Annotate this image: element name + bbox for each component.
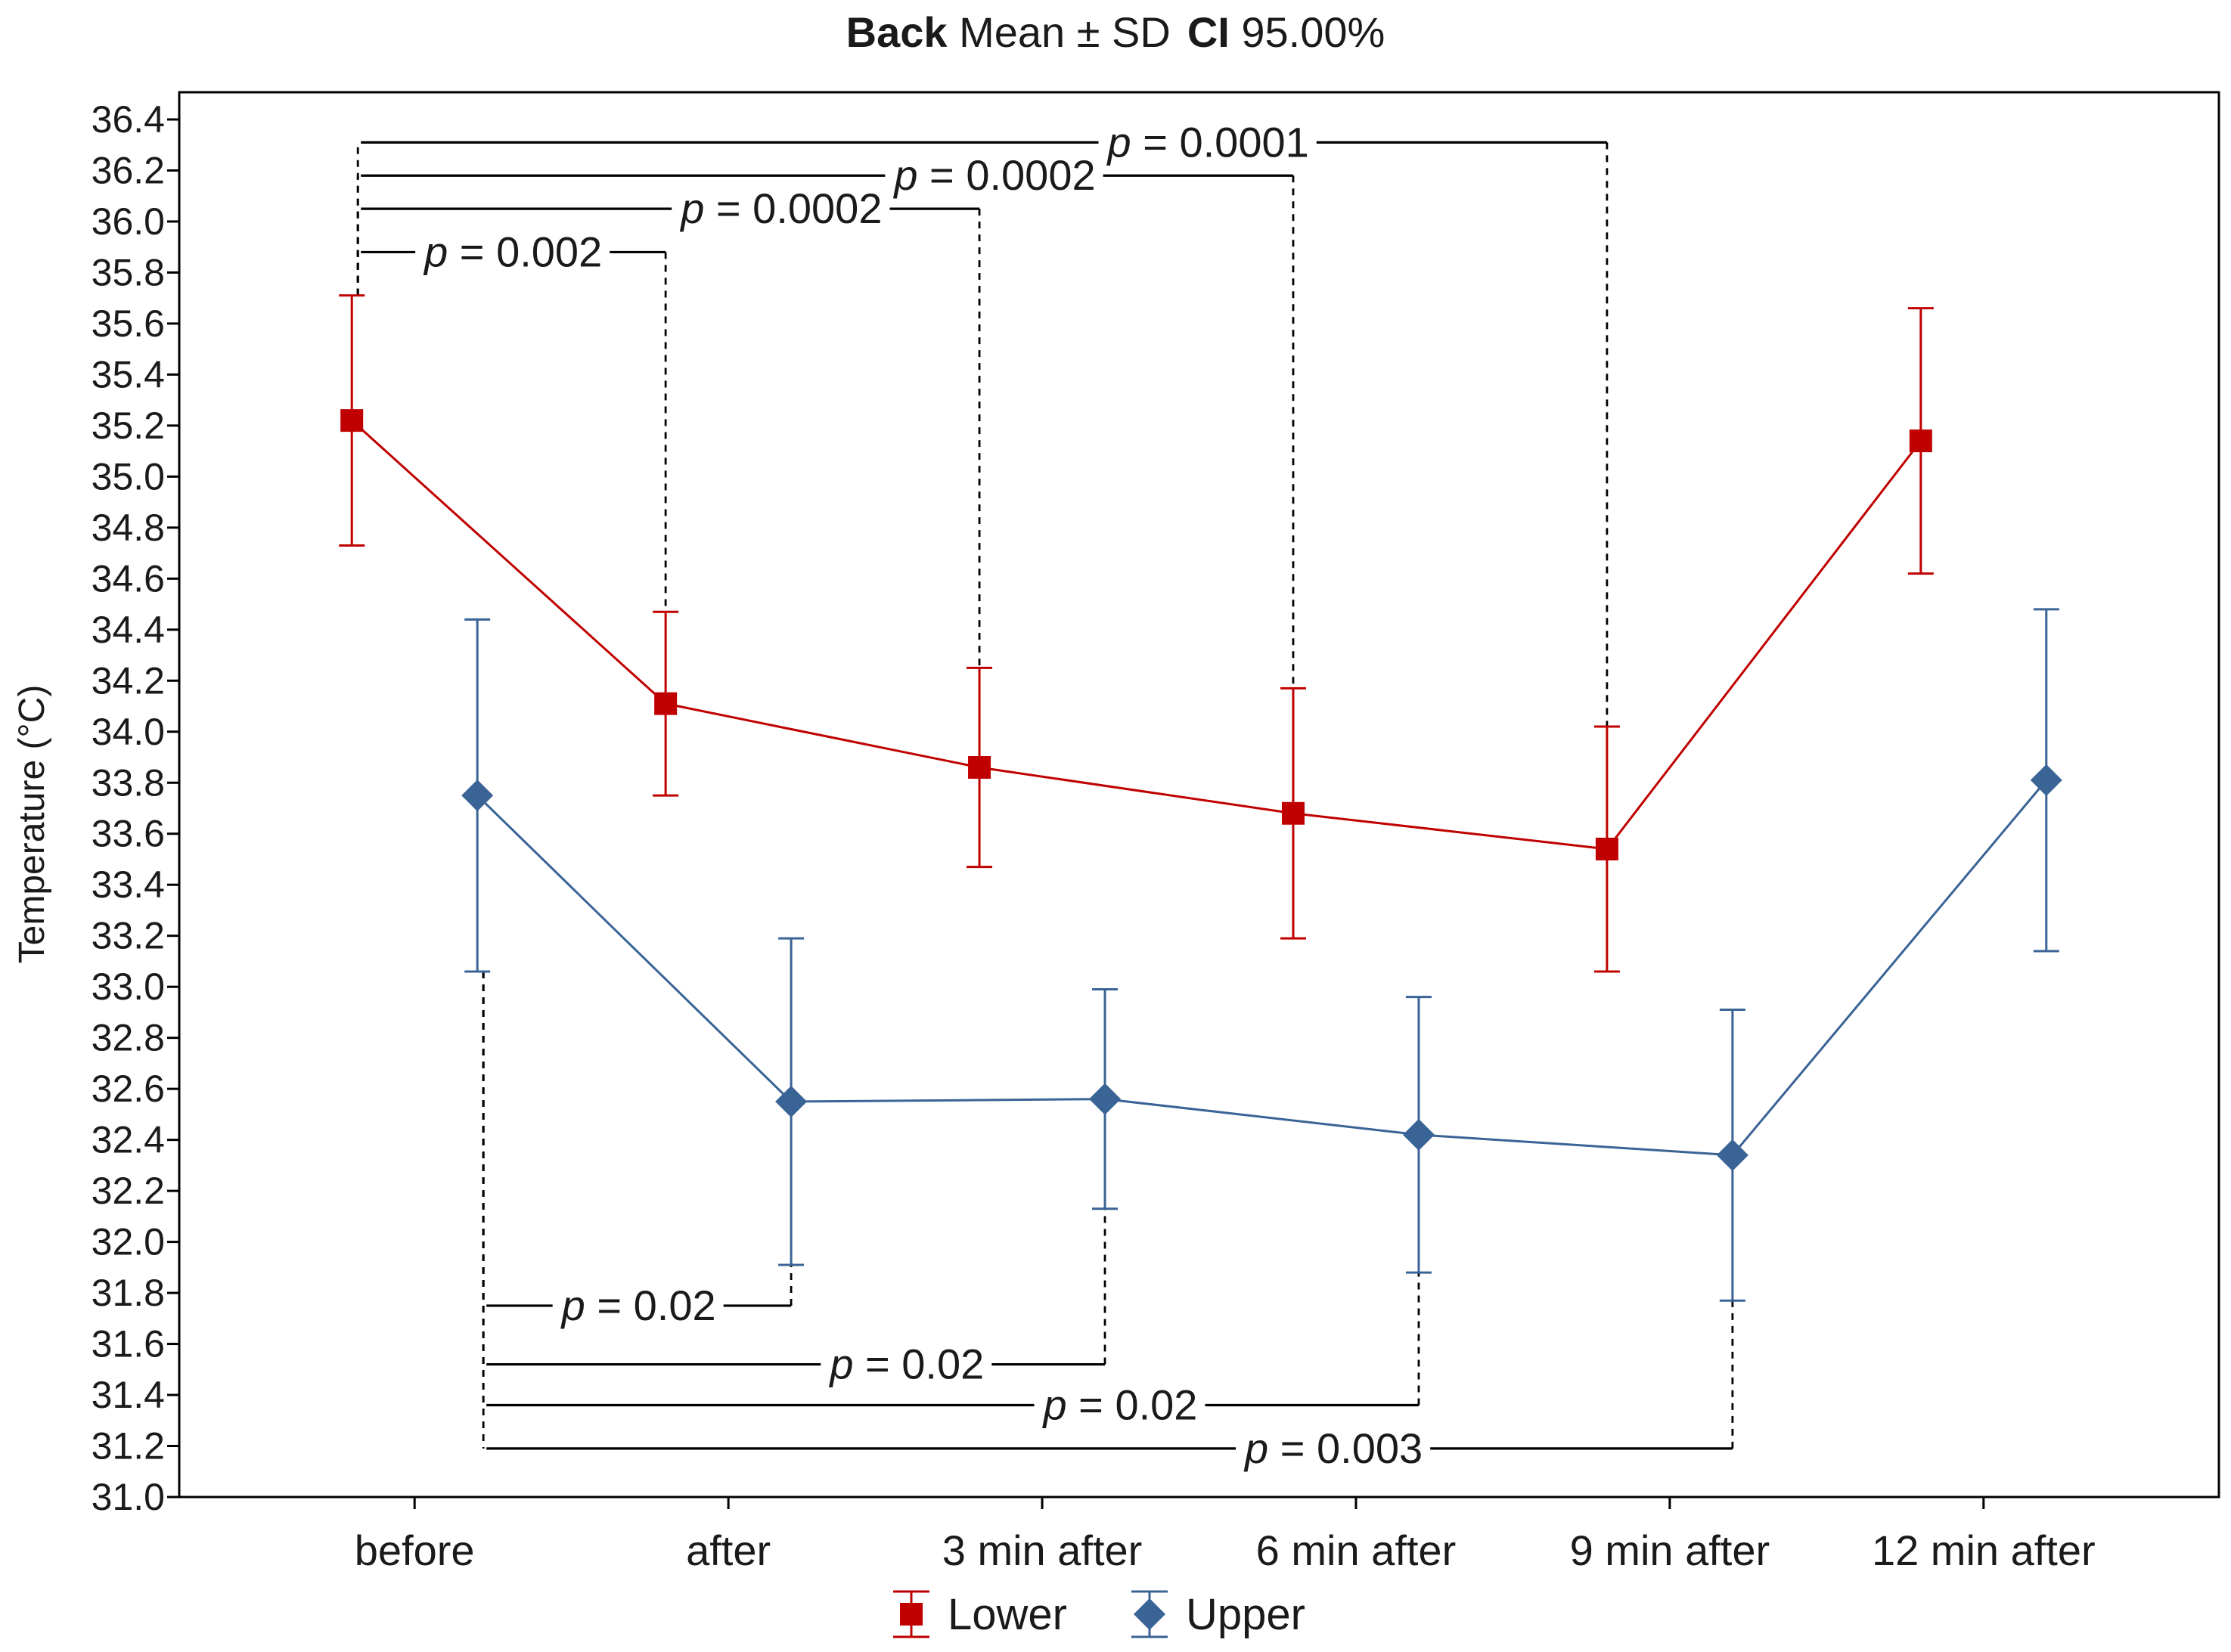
y-tick-label: 35.2 (92, 404, 165, 447)
annotation-label-gap (672, 204, 890, 214)
data-point (340, 409, 364, 432)
y-tick-label: 34.8 (92, 507, 165, 549)
y-tick-label: 32.8 (92, 1017, 165, 1059)
legend-item-upper: Upper (1131, 1590, 1305, 1639)
annotation-label: p = 0.0002 (679, 184, 882, 232)
y-tick-label: 33.0 (92, 965, 165, 1008)
x-axis: before after 3 min after 6 min after 9 min a… (355, 1497, 2096, 1574)
annotation-bracket: p = 0.02 (482, 971, 793, 1329)
annotation-label: p = 0.0002 (892, 151, 1095, 199)
y-tick-label: 32.6 (92, 1068, 165, 1110)
y-tick-label: 33.2 (92, 915, 165, 957)
annotation-label: p = 0.003 (1243, 1424, 1423, 1472)
y-tick-label: 32.0 (92, 1221, 165, 1263)
y-tick-label: 35.4 (92, 353, 165, 395)
legend: Lower Upper (893, 1590, 1305, 1639)
x-tick-label: after (686, 1526, 771, 1574)
y-tick-label: 35.6 (92, 302, 165, 345)
y-tick-label: 34.4 (92, 609, 165, 651)
annotation-label: p = 0.0001 (1106, 118, 1309, 166)
y-axis: 31.0 31.2 31.4 31.6 31.8 32.0 32.2 32.4 32.6 32.8… (92, 98, 179, 1518)
data-point (461, 780, 494, 812)
series-upper (461, 608, 2062, 1302)
title-bold-2: CI (1187, 8, 1230, 56)
annotation-bracket: p = 0.002 (356, 228, 667, 612)
legend-label: Lower (948, 1590, 1067, 1639)
legend-label: Upper (1186, 1590, 1305, 1639)
y-tick-label: 31.6 (92, 1323, 165, 1365)
annotation-label-gap (415, 247, 610, 257)
data-point (1402, 1118, 1435, 1151)
annotation-label: p = 0.02 (560, 1282, 716, 1329)
y-tick-label: 36.4 (92, 98, 165, 141)
y-axis-label: Temperature (°C) (12, 685, 52, 964)
annotation-label-gap (1236, 1443, 1431, 1453)
x-tick-label: before (355, 1526, 475, 1574)
y-tick-label: 33.4 (92, 863, 165, 906)
y-tick-label: 31.0 (92, 1476, 165, 1518)
annotation-label: p = 0.02 (828, 1341, 984, 1388)
x-tick-label: 6 min after (1256, 1526, 1457, 1574)
y-tick-label: 34.2 (92, 659, 165, 702)
annotation-label-gap (821, 1359, 992, 1369)
y-tick-label: 31.2 (92, 1425, 165, 1468)
series-line-upper (476, 779, 2047, 1157)
title-rest-1: Mean ± SD (948, 8, 1171, 56)
annotation-label: p = 0.002 (423, 228, 602, 275)
data-point (1281, 801, 1305, 825)
y-tick-label: 32.4 (92, 1119, 165, 1161)
x-tick-label: 12 min after (1872, 1526, 2096, 1574)
plot-frame (178, 91, 2220, 1499)
data-point (654, 692, 678, 715)
y-tick-label: 36.0 (92, 200, 165, 243)
annotation-bracket: p = 0.0001 (356, 118, 1609, 727)
legend-marker (900, 1603, 923, 1626)
chart-title: Back Mean ± SD CI 95.00% (846, 8, 1385, 56)
y-tick-label: 35.8 (92, 251, 165, 293)
series-line-lower (351, 420, 1922, 851)
series-lower (339, 294, 1934, 973)
annotation-bracket: p = 0.0002 (356, 151, 1295, 689)
data-point (2030, 764, 2062, 796)
title-rest-2: 95.00% (1230, 8, 1385, 56)
title-bold-1: Back (846, 8, 948, 56)
y-tick-label: 33.8 (92, 761, 165, 804)
y-tick-label: 36.2 (92, 149, 165, 191)
series-layer (339, 294, 2062, 1302)
annotation-label-gap (885, 171, 1103, 181)
data-point (1595, 837, 1618, 860)
data-point (968, 756, 991, 780)
legend-marker (1134, 1598, 1165, 1630)
y-tick-label: 31.4 (92, 1374, 165, 1416)
x-tick-label: 3 min after (942, 1526, 1143, 1574)
y-tick-label: 34.0 (92, 711, 165, 753)
data-point (775, 1086, 808, 1118)
x-tick-label: 9 min after (1570, 1526, 1770, 1574)
annotation-bracket: p = 0.02 (482, 971, 1106, 1388)
annotation-label: p = 0.02 (1041, 1381, 1197, 1429)
data-point (1716, 1139, 1748, 1171)
legend-item-lower: Lower (893, 1590, 1067, 1639)
y-tick-label: 32.2 (92, 1170, 165, 1212)
annotation-label-gap (1034, 1400, 1205, 1410)
y-tick-label: 34.6 (92, 557, 165, 600)
y-tick-label: 35.0 (92, 455, 165, 497)
data-point (1909, 429, 1932, 453)
annotation-bracket: p = 0.003 (482, 971, 1734, 1472)
annotation-label-gap (1098, 138, 1317, 147)
annotation-label-gap (552, 1300, 724, 1310)
y-tick-label: 33.6 (92, 813, 165, 855)
y-tick-label: 31.8 (92, 1272, 165, 1314)
data-point (1089, 1083, 1122, 1115)
